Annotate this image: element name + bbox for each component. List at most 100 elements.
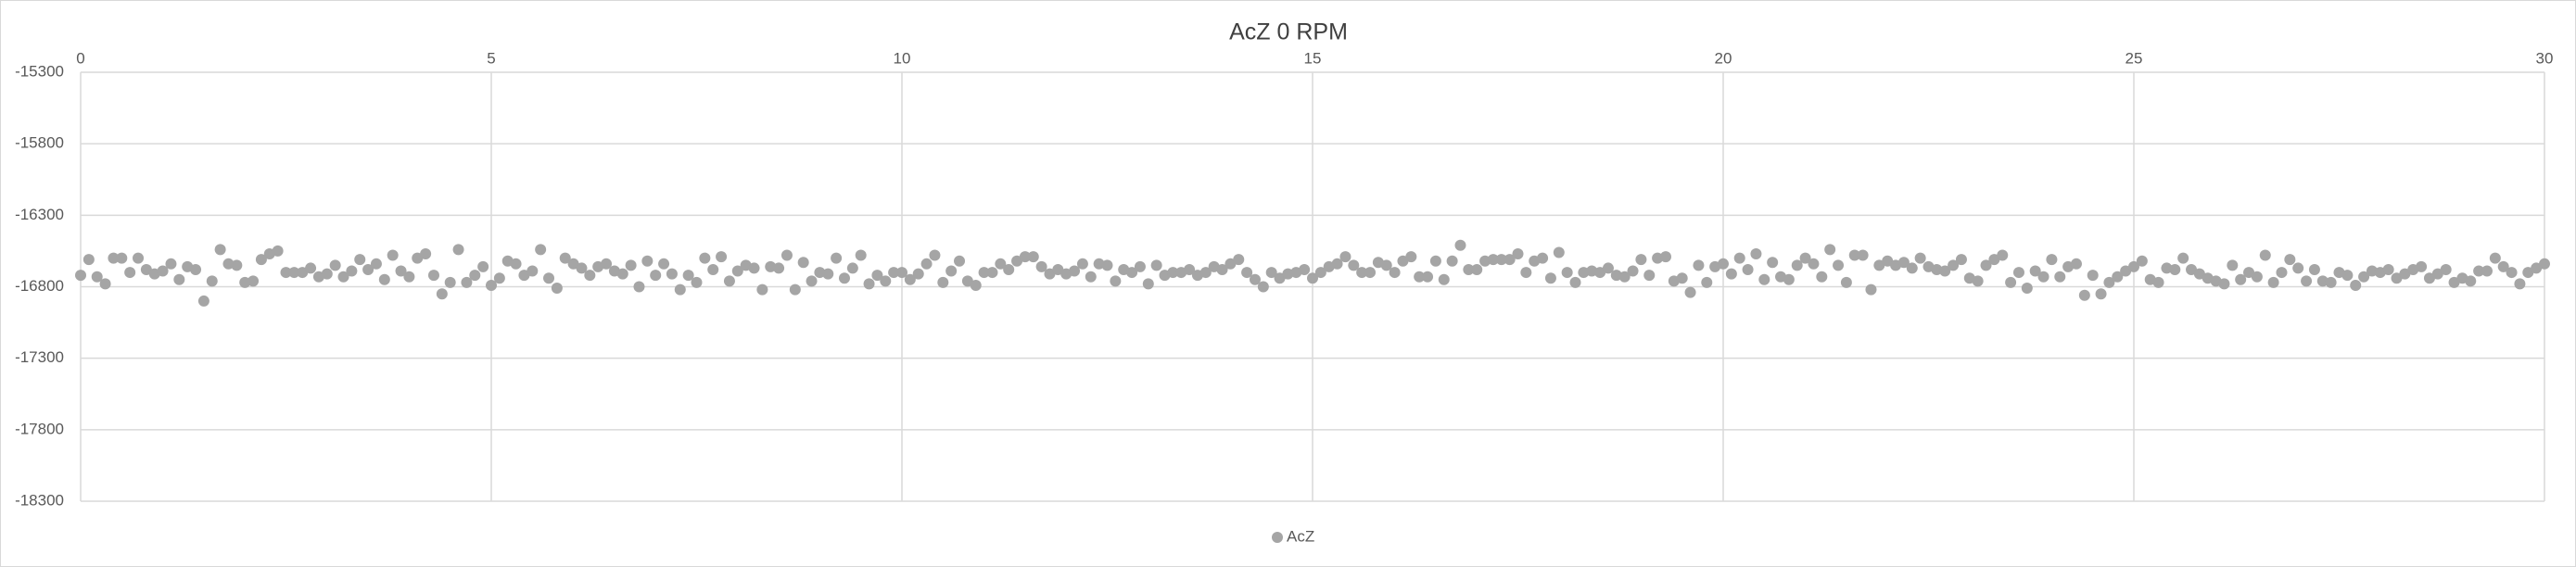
point (1101, 259, 1113, 271)
point (1972, 275, 1984, 287)
point (1643, 270, 1656, 282)
point (486, 279, 497, 291)
point (896, 267, 907, 279)
point (2235, 273, 2247, 285)
point (2120, 265, 2132, 277)
point (954, 255, 966, 267)
point (773, 262, 785, 274)
point (2481, 265, 2493, 277)
point (1627, 265, 1639, 277)
point (2243, 267, 2255, 279)
point (731, 265, 743, 277)
point (1676, 272, 1688, 284)
point (2112, 271, 2124, 283)
point (1069, 265, 1081, 277)
point (831, 252, 843, 264)
point (329, 259, 341, 271)
point (1438, 273, 1450, 285)
point (937, 276, 949, 288)
point (543, 272, 555, 284)
point (2054, 271, 2066, 283)
point (82, 254, 95, 266)
point (1479, 255, 1491, 267)
point (1659, 251, 1671, 263)
point (1314, 267, 1326, 279)
point (978, 267, 990, 279)
point (584, 270, 596, 282)
point (1824, 244, 1836, 256)
point (206, 275, 218, 287)
point (2078, 289, 2090, 301)
point (1257, 281, 1269, 293)
point (1307, 272, 1318, 284)
point (2489, 252, 2501, 264)
point (1076, 258, 1088, 270)
point (2161, 262, 2173, 274)
point (2251, 271, 2263, 283)
x-tick-label: 15 (1304, 49, 1322, 67)
point (756, 284, 768, 296)
point (2152, 276, 2164, 288)
point (2177, 252, 2189, 264)
point (280, 267, 292, 279)
point (2497, 260, 2509, 272)
point (814, 267, 826, 279)
point (806, 275, 818, 287)
point (1840, 276, 1852, 288)
point (518, 270, 530, 282)
point (75, 270, 86, 282)
point (1980, 259, 1992, 271)
point (116, 252, 128, 264)
point (559, 252, 571, 264)
point (133, 252, 145, 264)
point (1339, 251, 1351, 263)
point (576, 262, 588, 274)
point (1718, 258, 1729, 270)
point (2358, 271, 2370, 283)
point (1184, 263, 1196, 275)
y-tick-label: -16800 (15, 277, 64, 295)
point (1405, 251, 1417, 263)
point (1044, 268, 1056, 280)
point (1816, 271, 1828, 283)
point (945, 265, 958, 277)
point (1914, 252, 1926, 264)
point (231, 259, 243, 271)
point (1110, 275, 1122, 287)
point (2046, 254, 2058, 266)
point (2070, 258, 2082, 270)
point (1767, 257, 1779, 269)
point (2391, 272, 2403, 284)
point (1512, 248, 1524, 260)
point (863, 278, 875, 290)
point (2350, 279, 2362, 291)
point (723, 275, 735, 287)
point (650, 270, 662, 282)
point (239, 276, 251, 288)
point (436, 288, 448, 300)
point (789, 284, 801, 296)
point (2103, 276, 2115, 288)
point (1865, 284, 1877, 296)
point (124, 267, 136, 279)
point (197, 295, 209, 307)
point (1684, 286, 1696, 298)
point (1126, 267, 1138, 279)
point (1693, 259, 1705, 271)
point (1988, 254, 2000, 266)
point (716, 251, 728, 263)
point (2267, 276, 2279, 288)
point (2169, 263, 2181, 275)
point (1356, 267, 1368, 279)
point (1544, 272, 1556, 284)
point (1463, 263, 1475, 275)
point (305, 262, 317, 274)
point (1471, 263, 1483, 275)
point (2431, 268, 2443, 280)
point (1003, 263, 1015, 275)
point (1553, 246, 1565, 258)
point (1142, 278, 1154, 290)
point (1701, 276, 1713, 288)
point (1397, 255, 1409, 267)
point (247, 275, 260, 287)
